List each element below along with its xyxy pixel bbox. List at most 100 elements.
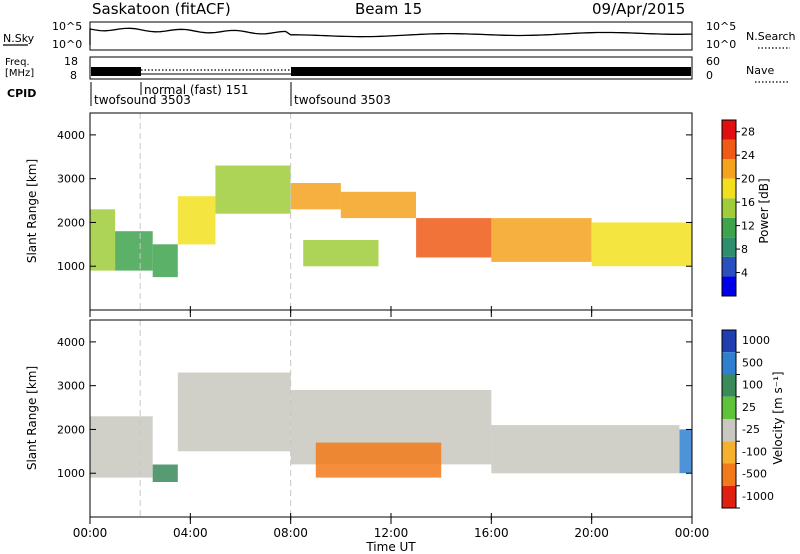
nsearch-label: N.Search	[746, 30, 796, 43]
velocity-panel: 1000 2000 3000 4000 Slant Range [km] 1000 50…	[25, 319, 785, 518]
colorbar-swatch	[722, 352, 736, 375]
x-tick-label: 20:00	[574, 526, 609, 540]
velocity-colorbar-label: Velocity [m s⁻¹]	[771, 371, 785, 464]
power-yticks: 1000 2000 3000 4000	[57, 129, 692, 273]
data-band	[215, 165, 291, 214]
data-band	[679, 429, 692, 474]
colorbar-tick-label: -1000	[742, 490, 774, 503]
freq-panel: Freq. [MHz] 18 8 60 0 Nave	[5, 55, 790, 83]
colorbar-swatch	[722, 159, 736, 179]
nave-tick-bottom: 0	[706, 69, 713, 82]
power-data	[90, 113, 692, 310]
colorbar-swatch	[722, 276, 736, 296]
data-band	[152, 464, 178, 482]
y-tick-label: 2000	[57, 216, 85, 229]
x-tick-label: 00:00	[675, 526, 710, 540]
cpid-label: CPID	[7, 87, 36, 100]
x-tick-label: 12:00	[374, 526, 409, 540]
nsky-label: N.Sky	[3, 32, 35, 45]
power-panel: 1000 2000 3000 4000 Slant Range [km] 4 8 12 16…	[25, 112, 771, 311]
x-tick-label: 04:00	[173, 526, 208, 540]
freq-label-1: Freq.	[5, 57, 30, 68]
data-band	[90, 416, 153, 478]
colorbar-swatch	[722, 237, 736, 257]
data-band	[491, 425, 680, 474]
freq-block-1	[91, 67, 141, 76]
x-tick-label: 16:00	[474, 526, 509, 540]
freq-block-2	[291, 67, 691, 76]
data-band	[115, 231, 153, 271]
velocity-colorbar: 1000 500 100 25 -25 -100 -500 -1000	[721, 329, 774, 509]
colorbar-swatch	[722, 330, 736, 353]
nsky-tick-bottom: 10^0	[52, 38, 82, 51]
nsky-right-tick-bottom: 10^0	[706, 38, 736, 51]
y-tick-label: 2000	[57, 423, 85, 436]
colorbar-swatch	[722, 178, 736, 199]
colorbar-tick-label: 20	[741, 173, 755, 186]
nsky-panel: N.Sky 10^5 10^0 10^5 10^0 N.Search	[3, 20, 796, 51]
colorbar-swatch	[722, 198, 736, 218]
colorbar-tick-label: 25	[742, 401, 756, 414]
freq-frame	[89, 56, 693, 80]
colorbar-swatch	[722, 256, 736, 277]
velocity-ylabel: Slant Range [km]	[25, 366, 39, 470]
colorbar-tick-label: 1000	[742, 334, 770, 347]
data-band	[491, 218, 592, 262]
colorbar-swatch	[722, 120, 736, 140]
velocity-data	[90, 320, 692, 517]
x-axis-label: Time UT	[365, 540, 416, 554]
data-band	[340, 191, 416, 219]
colorbar-tick-label: -25	[742, 423, 760, 436]
colorbar-tick-label: -100	[742, 445, 767, 458]
colorbar-swatch	[722, 139, 736, 160]
power-ylabel: Slant Range [km]	[25, 159, 39, 263]
x-tick-label: 08:00	[273, 526, 308, 540]
data-band	[290, 183, 341, 210]
freq-label-2: [MHz]	[5, 68, 34, 79]
colorbar-tick-label: 8	[741, 243, 748, 256]
colorbar-swatch	[722, 217, 736, 238]
power-colorbar-label: Power [dB]	[757, 178, 771, 243]
x-tick-label: 00:00	[73, 526, 108, 540]
freq-tick-top: 18	[64, 55, 78, 68]
cpid-segment-2: normal (fast) 151	[144, 83, 248, 97]
colorbar-tick-label: 28	[741, 126, 755, 139]
cpid-segment-3: twofsound 3503	[294, 93, 391, 107]
data-band	[591, 222, 692, 267]
colorbar-swatch	[722, 419, 736, 442]
cpid-panel: CPID twofsound 3503 normal (fast) 151 tw…	[7, 82, 391, 107]
y-tick-label: 1000	[57, 260, 85, 273]
y-tick-label: 1000	[57, 467, 85, 480]
data-band	[177, 372, 291, 452]
colorbar-swatch	[722, 441, 736, 464]
nsky-trace	[89, 27, 693, 45]
freq-tick-bottom: 8	[70, 69, 77, 82]
colorbar-tick-label: 100	[742, 379, 763, 392]
site-title: Saskatoon (fitACF)	[92, 0, 231, 18]
x-axis: 00:00 04:00 08:00 12:00 16:00 20:00 00:00	[73, 306, 710, 540]
data-band	[416, 218, 492, 258]
colorbar-tick-label: 16	[741, 196, 755, 209]
colorbar-swatch	[722, 396, 736, 419]
colorbar-swatch	[722, 463, 736, 486]
colorbar-swatch	[722, 485, 736, 508]
data-band	[315, 442, 442, 478]
colorbar-tick-label: 4	[741, 267, 748, 280]
colorbar-tick-label: -500	[742, 468, 767, 481]
data-band	[303, 240, 379, 267]
nsky-tick-top: 10^5	[52, 20, 82, 33]
nave-label: Nave	[746, 64, 774, 77]
y-tick-label: 4000	[57, 336, 85, 349]
colorbar-tick-label: 12	[741, 220, 755, 233]
nave-tick-top: 60	[706, 55, 720, 68]
velocity-yticks: 1000 2000 3000 4000	[57, 336, 692, 480]
date-label: 09/Apr/2015	[592, 0, 685, 18]
y-tick-label: 4000	[57, 129, 85, 142]
nsky-right-tick-top: 10^5	[706, 20, 736, 33]
colorbar-tick-label: 500	[742, 356, 763, 369]
colorbar-tick-label: 24	[741, 149, 755, 162]
y-tick-label: 3000	[57, 380, 85, 393]
power-colorbar: 4 8 12 16 20 24 28	[721, 119, 755, 297]
beam-label: Beam 15	[355, 0, 422, 18]
